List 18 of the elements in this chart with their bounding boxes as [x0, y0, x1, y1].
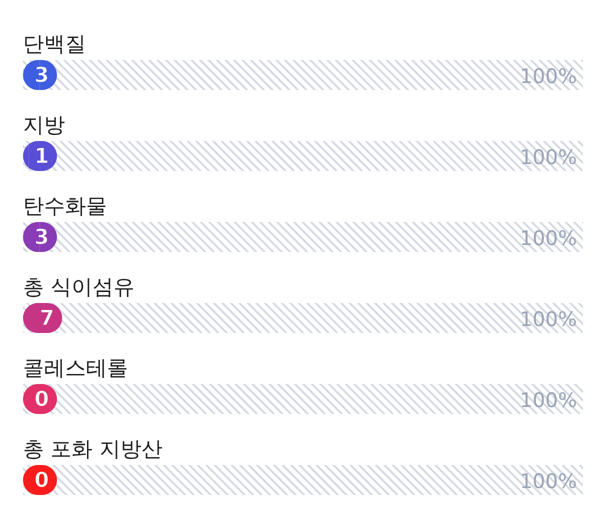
annotation: 100%: [520, 469, 577, 493]
annotation: 100%: [520, 307, 577, 331]
data-label: 0: [34, 468, 49, 492]
y-tick-label: 총 포화 지방산: [23, 437, 162, 461]
data-label: 3: [34, 63, 49, 87]
data-label: 3: [34, 225, 49, 249]
data-label: 7: [40, 306, 54, 330]
data-label: 0: [34, 387, 49, 411]
annotation: 100%: [520, 145, 577, 169]
data-label: 1: [34, 144, 49, 168]
annotation: 100%: [520, 64, 577, 88]
annotation: 100%: [520, 226, 577, 250]
y-tick-label: 총 식이섬유: [23, 275, 135, 299]
y-tick-label: 콜레스테롤: [23, 356, 128, 380]
y-tick-label: 단백질: [23, 32, 86, 56]
y-tick-label: 탄수화물: [23, 194, 107, 218]
y-tick-label: 지방: [23, 113, 65, 137]
annotation: 100%: [520, 388, 577, 412]
